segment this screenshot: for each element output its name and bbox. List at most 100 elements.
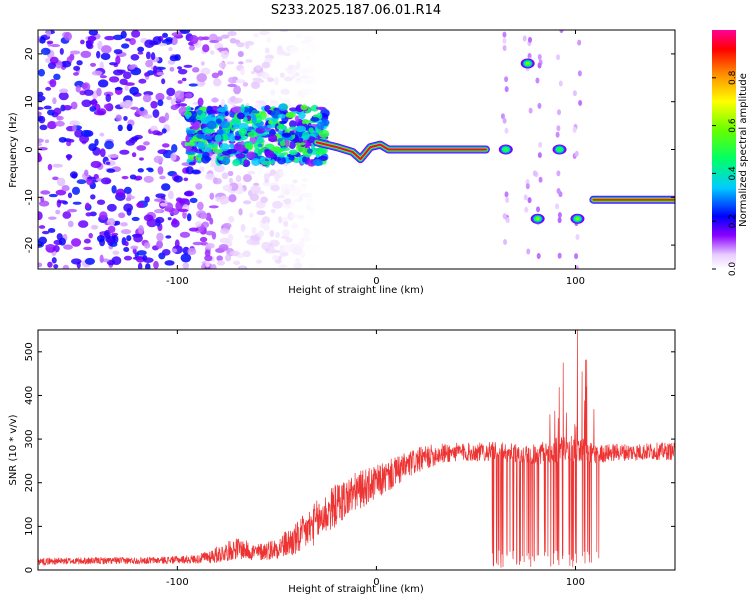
spectrogram-cell: [96, 50, 101, 59]
spectrogram-cell: [185, 113, 190, 120]
spectrogram-cell: [47, 227, 56, 233]
spectrogram-cell: [192, 67, 200, 73]
spectrogram-cell: [268, 128, 276, 137]
snr-ylabel: SNR (10 * v/v): [8, 414, 19, 485]
spectrogram-cell: [174, 90, 185, 100]
spectrogram-cell: [309, 264, 316, 269]
spectrogram-cell: [220, 200, 226, 205]
spectrogram-cell: [107, 225, 116, 234]
streak-cell: [535, 77, 540, 84]
spectrogram-cell: [263, 173, 270, 181]
spectrogram-cell: [185, 150, 195, 155]
spectrogram-cell: [279, 120, 287, 125]
spectrogram-cell: [38, 95, 46, 102]
spectrogram-cell: [52, 97, 57, 105]
spectrogram-cell: [217, 156, 224, 161]
spectrogram-ytick-label: -10: [24, 189, 35, 205]
spectrogram-cell: [284, 204, 292, 209]
spectrogram-cell: [294, 72, 300, 77]
spectrogram-cell: [99, 61, 104, 70]
spectrogram-cell: [49, 78, 57, 88]
spectrogram-cell: [266, 77, 274, 83]
spectrogram-cell: [306, 148, 313, 154]
spectrogram-cell: [289, 107, 298, 112]
spectrogram-cell: [183, 177, 189, 182]
spectrogram-cell: [196, 133, 205, 139]
spectrogram-cell: [38, 111, 42, 117]
spectrogram-cell: [144, 72, 151, 77]
spectrogram-cell: [249, 193, 260, 202]
spectrogram-cell: [199, 81, 206, 86]
spectrogram-cell: [242, 82, 249, 87]
spectrogram-cell: [55, 189, 67, 196]
spectrogram-cell: [217, 70, 223, 76]
spectrogram-cell: [156, 240, 163, 249]
spectrogram-cell: [125, 99, 133, 107]
spectrogram-cell: [280, 187, 285, 196]
spectrogram-cell: [122, 71, 132, 80]
spectrogram-cell: [131, 216, 140, 222]
spectrogram-cell: [169, 55, 179, 62]
spectrogram-cell: [222, 133, 229, 142]
spectrogram-cell: [62, 264, 70, 269]
spectrogram-cell: [47, 62, 56, 70]
spectrogram-cell: [268, 120, 273, 125]
spectrogram-cell: [282, 229, 290, 237]
streak-cell: [557, 212, 562, 219]
spectrogram-cell: [167, 190, 174, 200]
spectrogram-cell: [257, 143, 263, 148]
spectrogram-cell: [150, 52, 156, 61]
spectrogram-cell: [91, 70, 103, 76]
streak-cell: [500, 113, 505, 120]
spectrogram-cell: [184, 141, 196, 147]
spectrogram-cell: [301, 40, 310, 44]
spectrogram-cell: [45, 30, 52, 37]
spectrogram-cell: [78, 220, 89, 228]
spectrogram-cell: [67, 192, 73, 199]
streak-cell: [502, 117, 507, 124]
spectrogram-cell: [177, 103, 188, 107]
spectrogram-cell: [159, 202, 168, 207]
spectrogram-cell: [215, 118, 222, 124]
streak-cell: [537, 53, 542, 60]
spectrogram-cell: [250, 185, 261, 193]
spectrogram-cell: [289, 149, 298, 156]
spectrogram-cell: [107, 203, 117, 212]
spectrogram-cell: [290, 201, 295, 207]
spectrogram-cell: [71, 186, 81, 196]
spectrogram-cell: [277, 113, 286, 119]
spectrogram-cell: [38, 91, 44, 97]
spectrogram-cell: [114, 220, 121, 226]
spectrogram-cell: [200, 213, 208, 219]
spectrogram-cell: [153, 198, 164, 202]
spectrogram-cell: [301, 67, 309, 76]
spectrogram-cell: [236, 42, 245, 48]
spectrogram-cell: [250, 71, 256, 75]
streak-cell: [505, 196, 510, 203]
spectrogram-cell: [220, 34, 230, 39]
spectrogram-cell: [144, 39, 155, 48]
spectrogram-cell: [275, 232, 280, 238]
spectrogram-cell: [155, 66, 166, 71]
spectrogram-cell: [184, 92, 193, 98]
spectrogram-cell: [118, 212, 126, 219]
spectrogram-cell: [156, 71, 165, 76]
spectrogram-cell: [251, 114, 257, 124]
spectrogram-cell: [157, 149, 169, 155]
spectrogram-cell: [108, 76, 120, 83]
streak-cell: [556, 125, 561, 132]
spectrogram-cell: [88, 30, 99, 36]
streak-cell: [577, 70, 582, 77]
spectrogram-cell: [161, 143, 170, 148]
spectrogram-cell: [91, 98, 98, 108]
spectrogram-cell: [85, 212, 92, 217]
spectrogram-cell: [100, 52, 111, 61]
spectrogram-cell: [216, 260, 226, 266]
spectrogram-cell: [318, 129, 330, 138]
spectrogram-cell: [63, 31, 72, 41]
colorbar-tick-label: 0.4: [728, 166, 738, 181]
spectrogram-cell: [90, 194, 96, 200]
colorbar-tick-label: 0.0: [728, 262, 738, 277]
spectrogram-cell: [276, 49, 286, 56]
spectrogram-cell: [138, 78, 147, 84]
